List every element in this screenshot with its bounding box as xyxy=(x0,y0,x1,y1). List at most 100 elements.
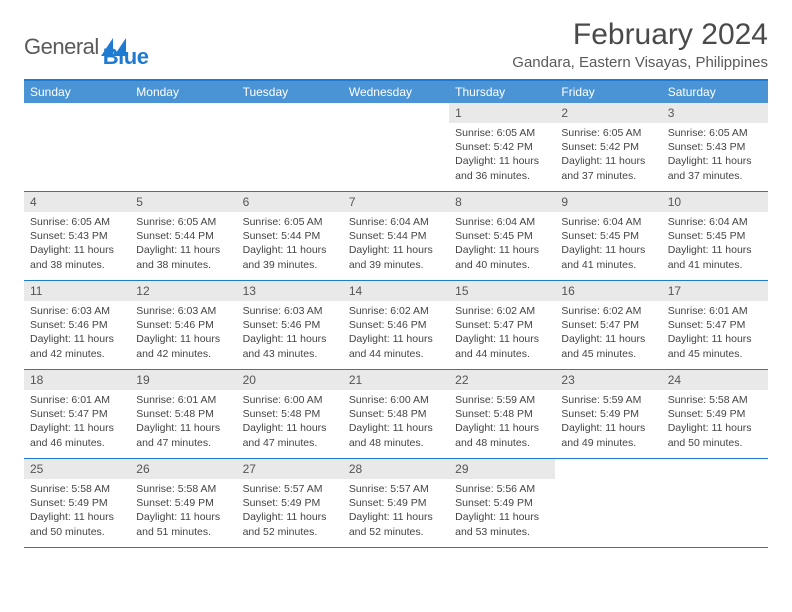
daylight-line: Daylight: 11 hours and 50 minutes. xyxy=(30,510,124,538)
sunset-line: Sunset: 5:49 PM xyxy=(561,407,655,421)
brand-logo: General Blue xyxy=(24,24,148,70)
calendar-cell: 19Sunrise: 6:01 AMSunset: 5:48 PMDayligh… xyxy=(130,370,236,458)
calendar-cell: 9Sunrise: 6:04 AMSunset: 5:45 PMDaylight… xyxy=(555,192,661,280)
calendar-cell: 20Sunrise: 6:00 AMSunset: 5:48 PMDayligh… xyxy=(237,370,343,458)
sunset-line: Sunset: 5:48 PM xyxy=(243,407,337,421)
day-number: 23 xyxy=(555,370,661,390)
sunset-line: Sunset: 5:46 PM xyxy=(243,318,337,332)
day-details: Sunrise: 6:04 AMSunset: 5:45 PMDaylight:… xyxy=(449,212,555,278)
sunrise-line: Sunrise: 5:58 AM xyxy=(136,482,230,496)
sunrise-line: Sunrise: 5:58 AM xyxy=(668,393,762,407)
day-number: 12 xyxy=(130,281,236,301)
day-details: Sunrise: 5:57 AMSunset: 5:49 PMDaylight:… xyxy=(237,479,343,545)
calendar-cell: 25Sunrise: 5:58 AMSunset: 5:49 PMDayligh… xyxy=(24,459,130,547)
daylight-line: Daylight: 11 hours and 41 minutes. xyxy=(561,243,655,271)
day-details: Sunrise: 6:01 AMSunset: 5:48 PMDaylight:… xyxy=(130,390,236,456)
sunrise-line: Sunrise: 6:01 AM xyxy=(136,393,230,407)
sunset-line: Sunset: 5:44 PM xyxy=(136,229,230,243)
day-header: Tuesday xyxy=(237,81,343,103)
calendar-cell: 22Sunrise: 5:59 AMSunset: 5:48 PMDayligh… xyxy=(449,370,555,458)
calendar-cell: 2Sunrise: 6:05 AMSunset: 5:42 PMDaylight… xyxy=(555,103,661,191)
daylight-line: Daylight: 11 hours and 44 minutes. xyxy=(349,332,443,360)
day-number: 26 xyxy=(130,459,236,479)
daylight-line: Daylight: 11 hours and 47 minutes. xyxy=(136,421,230,449)
sunset-line: Sunset: 5:44 PM xyxy=(243,229,337,243)
sunrise-line: Sunrise: 5:59 AM xyxy=(561,393,655,407)
location-text: Gandara, Eastern Visayas, Philippines xyxy=(512,54,768,71)
day-details: Sunrise: 5:57 AMSunset: 5:49 PMDaylight:… xyxy=(343,479,449,545)
day-header: Monday xyxy=(130,81,236,103)
day-number: 13 xyxy=(237,281,343,301)
sunset-line: Sunset: 5:42 PM xyxy=(561,140,655,154)
sunrise-line: Sunrise: 5:57 AM xyxy=(243,482,337,496)
sunrise-line: Sunrise: 5:58 AM xyxy=(30,482,124,496)
sunset-line: Sunset: 5:49 PM xyxy=(243,496,337,510)
day-number: 18 xyxy=(24,370,130,390)
daylight-line: Daylight: 11 hours and 42 minutes. xyxy=(30,332,124,360)
day-number-empty xyxy=(24,103,130,109)
sunrise-line: Sunrise: 6:04 AM xyxy=(561,215,655,229)
title-block: February 2024 Gandara, Eastern Visayas, … xyxy=(512,18,768,71)
sunset-line: Sunset: 5:45 PM xyxy=(668,229,762,243)
day-number: 7 xyxy=(343,192,449,212)
calendar-cell: 3Sunrise: 6:05 AMSunset: 5:43 PMDaylight… xyxy=(662,103,768,191)
calendar-cell: 18Sunrise: 6:01 AMSunset: 5:47 PMDayligh… xyxy=(24,370,130,458)
day-number-empty xyxy=(343,103,449,109)
daylight-line: Daylight: 11 hours and 38 minutes. xyxy=(30,243,124,271)
day-details: Sunrise: 6:02 AMSunset: 5:47 PMDaylight:… xyxy=(449,301,555,367)
day-details: Sunrise: 6:05 AMSunset: 5:44 PMDaylight:… xyxy=(237,212,343,278)
sunrise-line: Sunrise: 6:02 AM xyxy=(561,304,655,318)
sunset-line: Sunset: 5:49 PM xyxy=(136,496,230,510)
sunset-line: Sunset: 5:42 PM xyxy=(455,140,549,154)
calendar-cell: 15Sunrise: 6:02 AMSunset: 5:47 PMDayligh… xyxy=(449,281,555,369)
day-details: Sunrise: 6:02 AMSunset: 5:47 PMDaylight:… xyxy=(555,301,661,367)
sunset-line: Sunset: 5:48 PM xyxy=(136,407,230,421)
sunset-line: Sunset: 5:48 PM xyxy=(349,407,443,421)
daylight-line: Daylight: 11 hours and 51 minutes. xyxy=(136,510,230,538)
sunrise-line: Sunrise: 6:03 AM xyxy=(30,304,124,318)
sunset-line: Sunset: 5:44 PM xyxy=(349,229,443,243)
day-number-empty xyxy=(555,459,661,465)
day-details: Sunrise: 6:05 AMSunset: 5:43 PMDaylight:… xyxy=(662,123,768,189)
calendar-cell: 1Sunrise: 6:05 AMSunset: 5:42 PMDaylight… xyxy=(449,103,555,191)
daylight-line: Daylight: 11 hours and 52 minutes. xyxy=(349,510,443,538)
daylight-line: Daylight: 11 hours and 44 minutes. xyxy=(455,332,549,360)
calendar-cell: 8Sunrise: 6:04 AMSunset: 5:45 PMDaylight… xyxy=(449,192,555,280)
sunset-line: Sunset: 5:43 PM xyxy=(668,140,762,154)
calendar-cell: 16Sunrise: 6:02 AMSunset: 5:47 PMDayligh… xyxy=(555,281,661,369)
day-number: 19 xyxy=(130,370,236,390)
sunrise-line: Sunrise: 6:04 AM xyxy=(455,215,549,229)
sunrise-line: Sunrise: 6:01 AM xyxy=(668,304,762,318)
day-number-empty xyxy=(130,103,236,109)
day-details: Sunrise: 6:02 AMSunset: 5:46 PMDaylight:… xyxy=(343,301,449,367)
sunset-line: Sunset: 5:46 PM xyxy=(136,318,230,332)
day-number: 16 xyxy=(555,281,661,301)
calendar-cell: 21Sunrise: 6:00 AMSunset: 5:48 PMDayligh… xyxy=(343,370,449,458)
calendar-cell: 4Sunrise: 6:05 AMSunset: 5:43 PMDaylight… xyxy=(24,192,130,280)
sunrise-line: Sunrise: 6:04 AM xyxy=(668,215,762,229)
sunrise-line: Sunrise: 6:05 AM xyxy=(30,215,124,229)
day-number: 22 xyxy=(449,370,555,390)
sunrise-line: Sunrise: 6:05 AM xyxy=(136,215,230,229)
day-header: Wednesday xyxy=(343,81,449,103)
weeks-container: 1Sunrise: 6:05 AMSunset: 5:42 PMDaylight… xyxy=(24,103,768,548)
sunrise-line: Sunrise: 5:57 AM xyxy=(349,482,443,496)
daylight-line: Daylight: 11 hours and 48 minutes. xyxy=(349,421,443,449)
day-header-row: SundayMondayTuesdayWednesdayThursdayFrid… xyxy=(24,81,768,103)
sunset-line: Sunset: 5:45 PM xyxy=(455,229,549,243)
calendar-cell xyxy=(555,459,661,547)
calendar-cell: 24Sunrise: 5:58 AMSunset: 5:49 PMDayligh… xyxy=(662,370,768,458)
sunset-line: Sunset: 5:49 PM xyxy=(668,407,762,421)
day-details: Sunrise: 6:01 AMSunset: 5:47 PMDaylight:… xyxy=(662,301,768,367)
day-number: 6 xyxy=(237,192,343,212)
day-number: 14 xyxy=(343,281,449,301)
calendar-cell: 13Sunrise: 6:03 AMSunset: 5:46 PMDayligh… xyxy=(237,281,343,369)
daylight-line: Daylight: 11 hours and 37 minutes. xyxy=(561,154,655,182)
day-details: Sunrise: 6:00 AMSunset: 5:48 PMDaylight:… xyxy=(343,390,449,456)
day-details: Sunrise: 6:01 AMSunset: 5:47 PMDaylight:… xyxy=(24,390,130,456)
day-number: 25 xyxy=(24,459,130,479)
day-details: Sunrise: 6:03 AMSunset: 5:46 PMDaylight:… xyxy=(237,301,343,367)
daylight-line: Daylight: 11 hours and 40 minutes. xyxy=(455,243,549,271)
brand-general: General xyxy=(24,34,99,60)
day-details: Sunrise: 6:00 AMSunset: 5:48 PMDaylight:… xyxy=(237,390,343,456)
